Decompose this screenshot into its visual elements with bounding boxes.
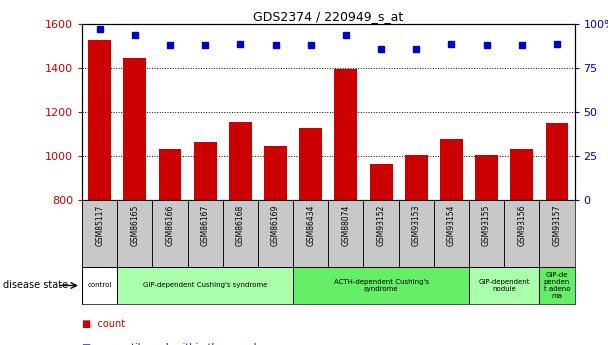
Bar [328,200,364,267]
Text: GSM86166: GSM86166 [165,205,174,246]
Bar [434,200,469,267]
Bar [504,200,539,267]
Text: GSM93153: GSM93153 [412,205,421,246]
Text: GSM93152: GSM93152 [376,205,385,246]
Bar [123,58,147,200]
Bar [229,122,252,200]
Bar [194,142,216,200]
Bar [223,200,258,267]
Text: ACTH-dependent Cushing's
syndrome: ACTH-dependent Cushing's syndrome [334,279,429,292]
Bar [82,200,117,267]
Bar [299,128,322,200]
Bar [88,40,111,200]
Text: GSM93154: GSM93154 [447,205,456,246]
Text: control: control [88,283,112,288]
Bar [159,149,181,200]
Text: GIP-dependent
nodule: GIP-dependent nodule [478,279,530,292]
Title: GDS2374 / 220949_s_at: GDS2374 / 220949_s_at [253,10,404,23]
Bar [440,139,463,200]
Text: GSM86168: GSM86168 [236,205,245,246]
Bar [82,267,117,304]
Bar [264,146,287,200]
Text: GSM93155: GSM93155 [482,205,491,246]
Bar [370,165,393,200]
Bar [545,123,568,200]
Bar [293,267,469,304]
Text: GSM88074: GSM88074 [342,205,350,246]
Bar [469,200,504,267]
Bar [399,200,434,267]
Text: GSM85117: GSM85117 [95,205,104,246]
Bar [405,155,427,200]
Bar [469,267,539,304]
Bar [117,267,293,304]
Bar [539,267,575,304]
Text: GSM86169: GSM86169 [271,205,280,246]
Text: GSM93157: GSM93157 [553,205,561,246]
Text: GIP-de
penden
t adeno
ma: GIP-de penden t adeno ma [544,272,570,299]
Bar [539,200,575,267]
Bar [153,200,188,267]
Bar [188,200,223,267]
Text: GSM86165: GSM86165 [130,205,139,246]
Bar [510,149,533,200]
Text: ■  count: ■ count [82,319,125,329]
Text: GSM86167: GSM86167 [201,205,210,246]
Text: GSM93156: GSM93156 [517,205,527,246]
Bar [334,69,358,200]
Bar [293,200,328,267]
Bar [364,200,399,267]
Text: ■  percentile rank within the sample: ■ percentile rank within the sample [82,344,263,345]
Text: GSM86434: GSM86434 [306,205,315,246]
Bar [258,200,293,267]
Bar [475,155,498,200]
Text: disease state: disease state [3,280,68,290]
Text: GIP-dependent Cushing's syndrome: GIP-dependent Cushing's syndrome [143,283,268,288]
Bar [117,200,153,267]
